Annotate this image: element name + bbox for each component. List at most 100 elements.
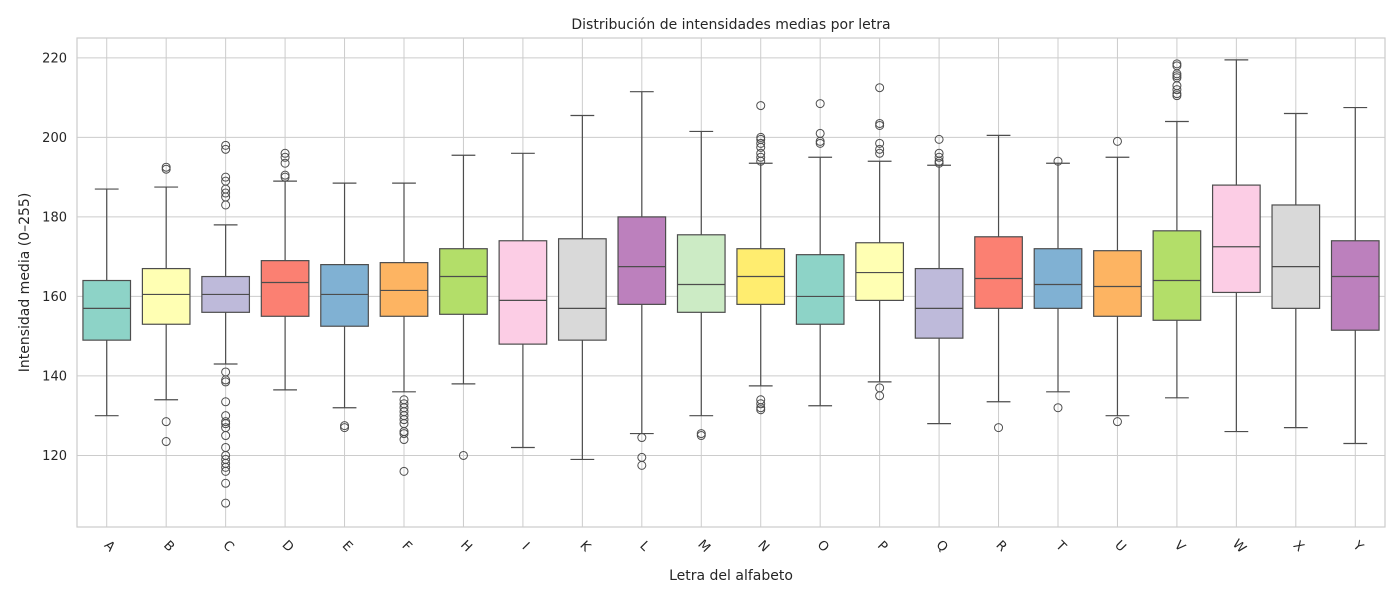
box-U: [1093, 136, 1142, 427]
outlier-point: [1112, 136, 1122, 146]
box-H: [439, 154, 488, 460]
iqr-box: [1211, 184, 1261, 294]
box-O: [795, 99, 845, 407]
box-Q: [914, 134, 964, 425]
outlier-point: [399, 466, 409, 476]
outlier-point: [1053, 156, 1063, 166]
outlier-point: [221, 377, 231, 387]
outlier-point: [1053, 403, 1063, 413]
outlier-point: [399, 415, 409, 425]
outlier-point: [1112, 417, 1122, 427]
iqr-box: [320, 264, 369, 327]
outlier-point: [934, 134, 944, 144]
box-L: [617, 91, 667, 470]
outlier-point: [280, 152, 290, 162]
iqr-box: [141, 267, 191, 325]
outlier-point: [161, 437, 171, 447]
outlier-point: [399, 435, 409, 445]
box-X: [1271, 112, 1321, 429]
x-axis-label: Letra del alfabeto: [669, 568, 793, 584]
x-tick-label: L: [636, 539, 652, 555]
iqr-box: [914, 267, 964, 339]
outlier-point: [221, 466, 231, 476]
outlier-point: [1172, 85, 1182, 95]
x-tick-label: D: [279, 538, 297, 556]
iqr-box: [1093, 250, 1142, 317]
box-P: [855, 83, 905, 401]
outlier-point: [875, 391, 885, 401]
x-tick-label: M: [694, 537, 713, 556]
y-tick-label: 160: [42, 290, 67, 305]
outlier-point: [221, 397, 231, 407]
outlier-point: [637, 460, 647, 470]
outlier-point: [221, 188, 231, 198]
box-D: [260, 148, 310, 391]
box-V: [1152, 59, 1202, 399]
iqr-box: [1271, 204, 1321, 309]
x-tick-label: N: [754, 538, 771, 555]
iqr-box: [260, 260, 310, 317]
outlier-point: [756, 156, 766, 166]
outlier-point: [280, 172, 290, 182]
y-tick-label: 140: [42, 369, 67, 384]
x-tick-label: F: [399, 539, 415, 555]
outlier-point: [756, 152, 766, 162]
outlier-point: [815, 99, 825, 109]
box-T: [1033, 156, 1083, 413]
iqr-box: [676, 234, 726, 313]
x-tick-label: Q: [933, 538, 951, 556]
boxes: [82, 59, 1380, 508]
box-C: [201, 140, 251, 508]
outlier-point: [875, 83, 885, 93]
y-axis-label: Intensidad media (0–255): [17, 193, 33, 373]
outlier-point: [815, 138, 825, 148]
outlier-point: [280, 148, 290, 158]
y-axis-ticks: 120 140 160 180 200 220: [42, 51, 67, 464]
outlier-point: [1172, 91, 1182, 101]
box-K: [557, 114, 607, 461]
box-F: [379, 182, 429, 476]
outlier-point: [221, 462, 231, 472]
iqr-box: [795, 254, 845, 325]
outlier-point: [875, 144, 885, 154]
outlier-point: [340, 423, 350, 433]
outlier-point: [934, 152, 944, 162]
outlier-point: [221, 172, 231, 182]
outlier-point: [280, 158, 290, 168]
plot-frame: [76, 37, 1386, 528]
outlier-point: [934, 158, 944, 168]
x-tick-label: I: [519, 540, 532, 553]
y-tick-label: 180: [42, 210, 67, 225]
box-N: [736, 101, 786, 415]
iqr-box: [1033, 248, 1083, 309]
outlier-point: [221, 478, 231, 488]
y-tick-label: 120: [42, 449, 67, 464]
chart-title: Distribución de intensidades medias por …: [571, 17, 890, 33]
x-tick-label: V: [1171, 538, 1188, 555]
x-tick-label: K: [577, 538, 594, 555]
outlier-point: [399, 429, 409, 439]
box-W: [1211, 59, 1261, 433]
outlier-point: [221, 144, 231, 154]
iqr-box: [379, 262, 429, 317]
outlier-point: [161, 417, 171, 427]
outlier-point: [994, 423, 1004, 433]
outlier-point: [756, 142, 766, 152]
x-tick-label: P: [874, 538, 890, 554]
outlier-point: [161, 162, 171, 172]
x-tick-label: B: [160, 538, 177, 555]
y-tick-label: 200: [42, 131, 67, 146]
x-tick-label: U: [1111, 538, 1128, 555]
iqr-box: [82, 279, 132, 341]
outlier-point: [458, 450, 468, 460]
box-I: [498, 152, 548, 449]
box-E: [320, 182, 369, 433]
x-tick-label: T: [1052, 538, 1069, 555]
box-R: [974, 134, 1023, 433]
y-tick-label: 220: [42, 51, 67, 66]
iqr-box: [974, 236, 1023, 309]
box-M: [676, 130, 726, 441]
